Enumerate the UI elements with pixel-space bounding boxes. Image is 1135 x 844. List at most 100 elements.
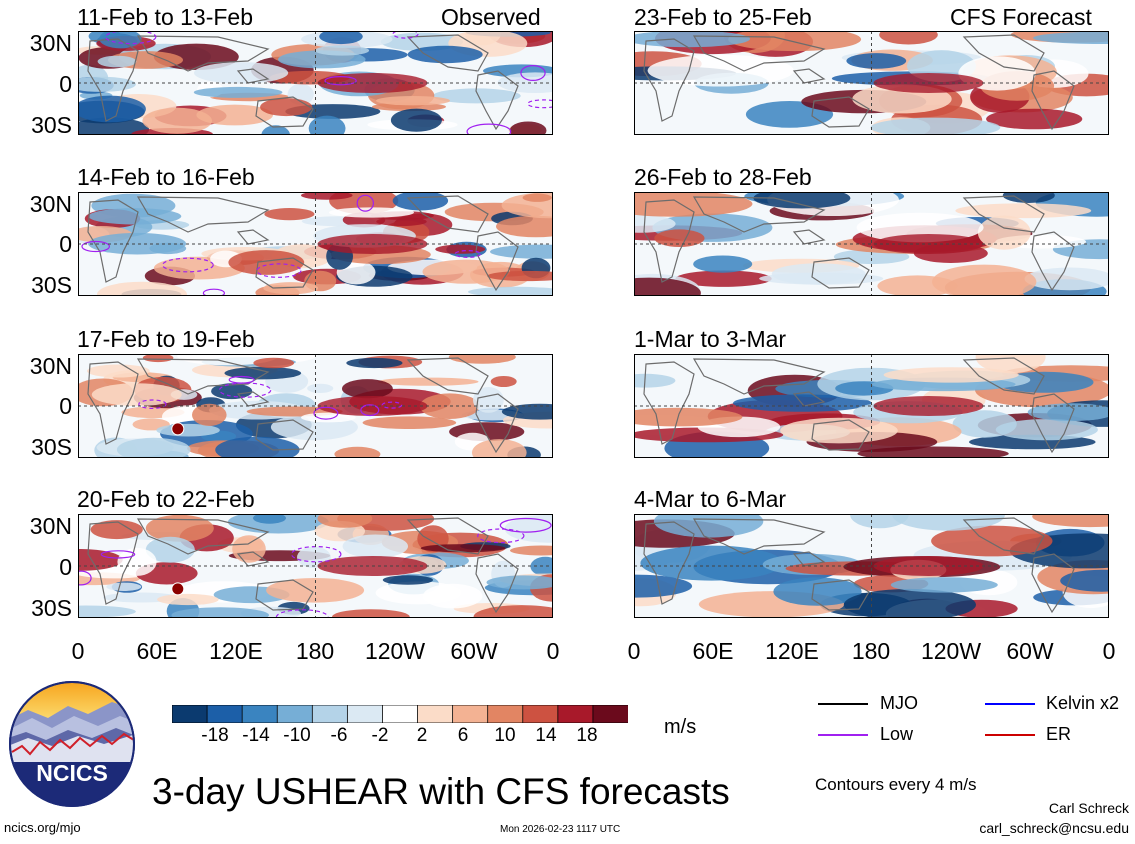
coastline xyxy=(406,195,489,233)
lon-label-left-60e: 60E xyxy=(136,638,178,664)
shear-blob xyxy=(346,357,403,369)
shear-blob xyxy=(497,72,553,93)
shear-blob xyxy=(509,121,547,135)
coastline xyxy=(136,518,270,555)
shear-blob xyxy=(501,403,553,420)
shear-blob xyxy=(157,593,219,606)
author-name: Carl Schreck xyxy=(1048,800,1129,816)
low-contour xyxy=(466,123,512,135)
coastline xyxy=(643,38,695,122)
panel-title-right-3: 1-Mar to 3-Mar xyxy=(634,326,787,352)
shear-blob xyxy=(432,88,521,104)
lon-label-left-120w: 120W xyxy=(364,638,426,664)
low-contour xyxy=(105,31,157,45)
shear-blob xyxy=(314,45,370,56)
author-email[interactable]: carl_schreck@ncsu.edu xyxy=(979,820,1129,836)
shear-blob xyxy=(468,286,553,296)
website-link[interactable]: ncics.org/mjo xyxy=(4,820,81,835)
page-title: 3-day USHEAR with CFS forecasts xyxy=(152,771,730,812)
shear-blob xyxy=(88,208,182,225)
shear-blob xyxy=(91,383,182,406)
colorbar-tick: -2 xyxy=(371,725,389,746)
shear-blob xyxy=(362,416,457,429)
low-contour xyxy=(78,570,92,586)
coastline xyxy=(406,517,489,555)
lat-label-30n: 30N xyxy=(29,353,72,379)
shear-blob xyxy=(675,270,772,287)
colorbar-swatch xyxy=(557,705,594,723)
shear-blob xyxy=(193,86,283,98)
shear-blob xyxy=(253,514,286,524)
coastline xyxy=(692,518,826,555)
shear-blob xyxy=(857,446,1009,458)
map-frame xyxy=(78,354,553,458)
low-contour xyxy=(290,546,342,563)
lat-label-30s: 30S xyxy=(31,595,72,621)
lon-label-left-60w: 60W xyxy=(450,638,498,664)
shear-blob xyxy=(87,364,150,378)
shear-blob xyxy=(486,575,553,590)
low-contour xyxy=(313,406,339,420)
coastline xyxy=(236,229,270,245)
map-frame xyxy=(634,354,1109,458)
coastline xyxy=(811,96,870,128)
shear-blob xyxy=(376,217,427,227)
map-frame xyxy=(78,31,553,135)
map-panel-observed-2 xyxy=(78,192,553,296)
shear-blob xyxy=(634,277,701,296)
shear-blob xyxy=(192,403,227,426)
low-contour xyxy=(256,263,302,278)
timestamp: Mon 2026-02-23 1117 UTC xyxy=(500,824,621,835)
coastline xyxy=(136,358,270,395)
coastline xyxy=(1031,70,1075,131)
colorbar-tick: -18 xyxy=(201,725,229,746)
coastline xyxy=(692,35,826,72)
shear-blob xyxy=(423,583,483,609)
shear-blob xyxy=(106,582,142,591)
shear-blob xyxy=(1032,514,1109,528)
shear-blob xyxy=(1002,192,1055,203)
shear-blob xyxy=(883,367,1019,383)
low-contour xyxy=(381,401,403,409)
lon-label-left-120e: 120E xyxy=(209,638,263,664)
shear-blob xyxy=(145,536,195,563)
shear-blob xyxy=(342,534,408,559)
lat-label-30n: 30N xyxy=(29,30,72,56)
shear-blob xyxy=(634,407,743,427)
colorbar-swatch xyxy=(592,705,628,723)
panel-title-right-4: 4-Mar to 6-Mar xyxy=(634,486,787,512)
map-panel-forecast-1 xyxy=(634,31,1109,135)
coastline xyxy=(962,357,1045,395)
shear-blob xyxy=(753,192,851,209)
shear-blob xyxy=(496,215,553,238)
shear-blob xyxy=(171,607,269,618)
coastline xyxy=(236,391,270,407)
shear-blob xyxy=(931,525,1053,557)
coastline xyxy=(1031,393,1075,454)
panel-title-right-1: 23-Feb to 25-Feb xyxy=(634,4,812,30)
coastline xyxy=(962,517,1045,555)
shear-blob xyxy=(145,514,214,542)
coastline xyxy=(792,551,826,567)
map-panel-forecast-3 xyxy=(634,354,1109,458)
coastline xyxy=(406,34,489,72)
shear-blob xyxy=(228,250,305,275)
lon-label-right-0: 0 xyxy=(627,638,641,664)
shear-blob xyxy=(1027,403,1109,422)
colorbar-unit: m/s xyxy=(664,716,697,738)
low-contour xyxy=(162,257,214,273)
shear-blob xyxy=(977,215,1031,250)
shear-blob xyxy=(116,437,191,458)
coastline xyxy=(643,199,695,283)
ncics-logo xyxy=(9,681,135,807)
coastline xyxy=(87,361,139,445)
legend-swatch-mjo xyxy=(818,703,868,705)
map-frame xyxy=(634,192,1109,296)
coastline xyxy=(811,579,870,611)
shear-blob xyxy=(693,255,753,273)
lon-label-right-0-end: 0 xyxy=(1102,638,1116,664)
shear-blob xyxy=(117,547,157,576)
shear-blob xyxy=(728,31,862,52)
legend-swatch-er xyxy=(985,734,1035,736)
colorbar xyxy=(172,705,628,723)
